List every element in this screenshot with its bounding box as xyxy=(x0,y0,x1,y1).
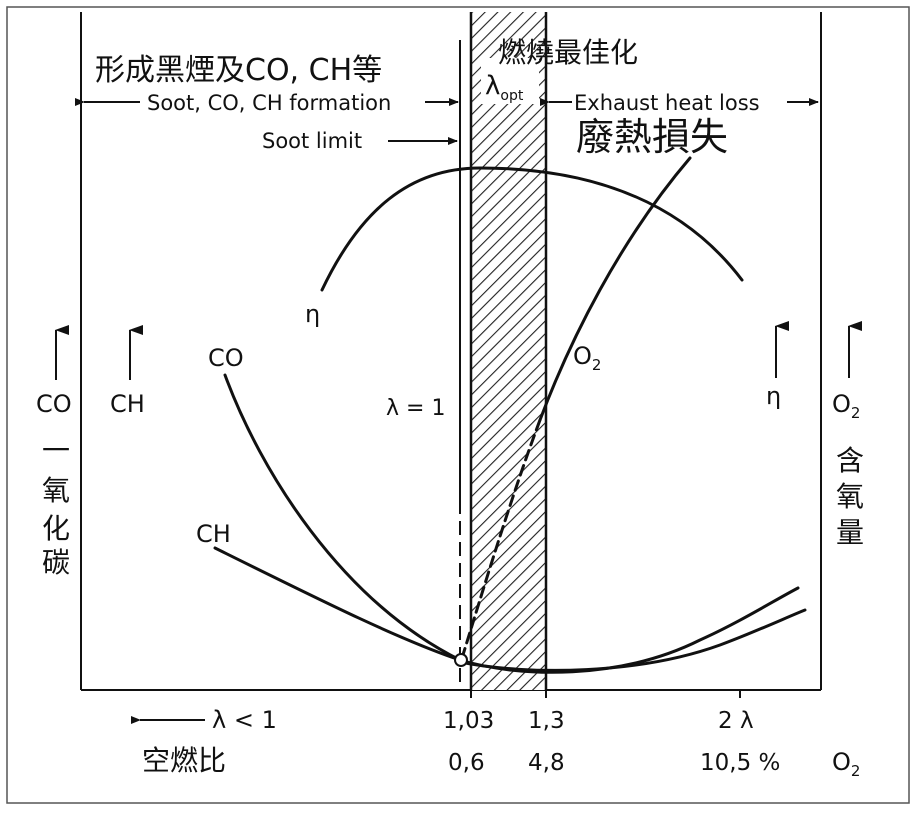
optimal-band xyxy=(471,12,546,690)
co-axis-zh-3: 化 xyxy=(42,512,70,545)
ch-curve xyxy=(213,546,462,662)
x-o2-105-label: 10,5 % xyxy=(700,750,780,776)
air-fuel-ratio-zh-label: 空燃比 xyxy=(142,744,226,777)
lambda-eq-1-label: λ = 1 xyxy=(386,396,445,421)
soot-limit-label: Soot limit xyxy=(262,129,362,153)
lambda-opt-label-bg xyxy=(481,58,539,104)
ch-axis-label: CH xyxy=(110,390,145,418)
o2-curve xyxy=(538,156,692,422)
x-o2-48-label: 4,8 xyxy=(528,750,565,776)
top-right-zh-label: 燃燒最佳化 xyxy=(498,36,638,69)
intersection-point xyxy=(454,653,468,667)
co-axis-label: CO xyxy=(36,390,72,418)
x-tick-103-label: 1,03 xyxy=(443,708,494,734)
o2-axis-zh-3: 量 xyxy=(836,516,864,549)
lambda-lt1-label: λ < 1 xyxy=(212,706,277,734)
heat-loss-zh-label: 廢熱損失 xyxy=(576,115,728,159)
eta-curve-label: η xyxy=(305,300,320,328)
x-o2-06-label: 0,6 xyxy=(448,750,485,776)
co-curve-label: CO xyxy=(208,344,244,372)
outer-frame xyxy=(6,6,910,804)
co-ch-tail-curve-2 xyxy=(458,608,807,672)
co-axis-zh-2: 氧 xyxy=(42,474,70,507)
x-o2-axis-label: O2 xyxy=(832,748,860,780)
lambda-opt-label: λopt xyxy=(485,71,524,104)
exhaust-heat-loss-label: Exhaust heat loss xyxy=(574,91,760,115)
o2-axis-zh-2: 氧 xyxy=(836,480,864,513)
soot-formation-label: Soot, CO, CH formation xyxy=(147,91,391,115)
o2-axis-zh-1: 含 xyxy=(836,444,864,477)
x-tick-2l-label: 2 λ xyxy=(718,708,754,734)
ch-curve-label: CH xyxy=(196,520,231,548)
eta-axis-label: η xyxy=(766,382,781,410)
o2-curve-dashed xyxy=(460,418,542,660)
o2-axis-label: O2 xyxy=(832,390,860,422)
top-left-zh-label: 形成黑煙及CO, CH等 xyxy=(95,53,382,88)
co-axis-zh-1: 一 xyxy=(42,434,70,467)
co-axis-zh-4: 碳 xyxy=(42,546,70,579)
o2-curve-label: O2 xyxy=(573,342,601,374)
x-tick-13-label: 1,3 xyxy=(528,708,565,734)
eta-curve xyxy=(320,166,744,292)
co-curve xyxy=(223,373,462,662)
